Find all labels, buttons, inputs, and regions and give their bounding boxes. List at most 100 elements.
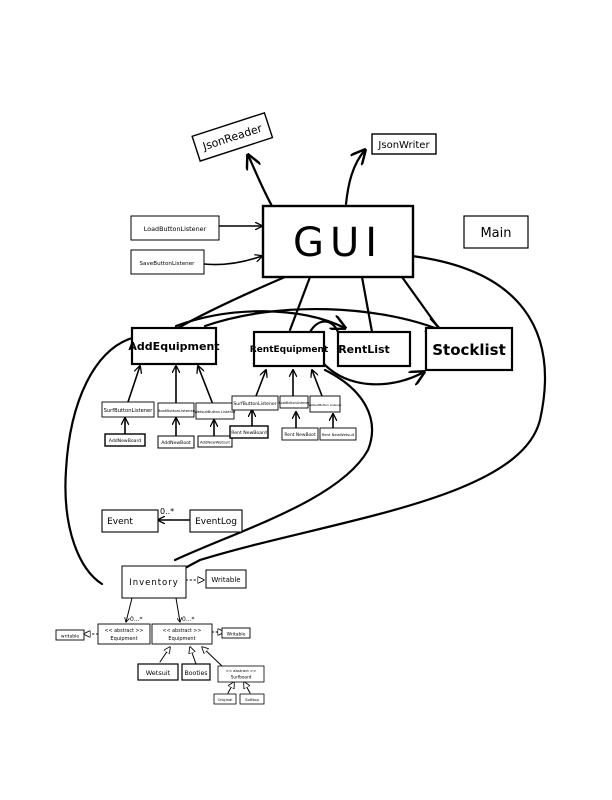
writable-2-node: writable <box>55 629 85 641</box>
writable-1-node: Writable <box>205 569 247 589</box>
edge-gui-jsonreader <box>248 155 274 208</box>
surf-button-listener-2-label: SurfButtonListener <box>233 401 276 407</box>
abstract-equipment-1-stereotype: << abstract >> <box>105 628 144 634</box>
event-node: Event <box>101 509 159 533</box>
writable-3-label: Writable <box>227 632 246 638</box>
surf-button-listener-1-node: SurfButtonListener <box>101 401 155 418</box>
original-label: Original <box>218 697 233 702</box>
event-log-label: EventLog <box>195 517 237 527</box>
abstract-equipment-2-stereotype: << abstract >> <box>163 628 202 634</box>
gui-node: GUI <box>261 204 415 279</box>
inventory-label: Inventory <box>129 578 179 588</box>
edge-rentequipment-inventory-loop <box>173 368 373 562</box>
main-label: Main <box>480 226 511 241</box>
abstract-equipment-1-node: << abstract >> Equipment <box>97 623 151 645</box>
load-button-listener-node: LoadButtonListener <box>130 215 220 241</box>
softtop-label: Softtop <box>245 697 259 702</box>
edge-wetsuitlistener2-rentequipment <box>312 370 323 397</box>
edge-inventory-equipment2 <box>175 597 180 622</box>
json-writer-node: JsonWriter <box>371 133 437 155</box>
event-label: Event <box>107 517 133 527</box>
edge-addequipment-stocklist <box>203 307 440 330</box>
stocklist-label: Stocklist <box>432 341 506 359</box>
add-equipment-label: AddEquipment <box>128 340 219 353</box>
abstract-equipment-2-name: Equipment <box>168 636 195 642</box>
wetsuit-label: Wetsuit <box>146 669 171 677</box>
load-button-listener-label: LoadButtonListener <box>144 225 207 233</box>
booties-node: Booties <box>181 663 211 681</box>
edge-gui-stocklist <box>400 275 442 332</box>
edge-gui-inventory-loop <box>183 254 547 570</box>
boot-button-listener-2-label: BootButtonListener <box>279 401 311 405</box>
wetsuit-node: Wetsuit <box>137 663 179 681</box>
rent-equipment-node: RentEquipment <box>250 330 329 368</box>
add-new-wetsuit-node: AddNewWetsuit <box>197 435 233 448</box>
multiplicity-inventory-equipment-1: 0...* <box>130 616 143 623</box>
writable-2-label: writable <box>61 634 79 640</box>
edge-gui-jsonwriter <box>344 150 365 206</box>
abstract-equipment-2-node: << abstract >> Equipment <box>151 623 213 645</box>
edge-surfboard-equipment <box>202 647 223 667</box>
writable-3-node: Writable <box>221 627 251 639</box>
boot-button-listener-1-node: BootButtonListener <box>157 402 195 418</box>
stocklist-node: Stocklist <box>424 326 514 372</box>
json-writer-label: JsonWriter <box>377 140 430 151</box>
surfboard-node: << abstract >> Surfboard <box>217 665 265 683</box>
rent-list-label: RentList <box>338 343 390 356</box>
gui-label: GUI <box>293 220 383 266</box>
add-new-board-label: AddNewBoard <box>109 438 141 444</box>
edge-wetsuitlistener1-addequipment <box>198 366 213 403</box>
main-node: Main <box>463 215 529 249</box>
wetsuit-button-listener-2-node: WetsuitButton Listener <box>308 395 342 413</box>
json-reader-node: JsonReader <box>191 111 274 162</box>
edges <box>64 150 547 694</box>
surfboard-stereotype: << abstract >> <box>226 668 257 673</box>
add-equipment-node: AddEquipment <box>128 326 220 366</box>
multiplicity-inventory-equipment-2: 0...* <box>182 616 195 623</box>
edge-savelistener-gui <box>203 256 262 266</box>
abstract-equipment-1-name: Equipment <box>110 636 137 642</box>
surf-button-listener-1-label: SurfButtonListener <box>104 408 154 414</box>
add-new-wetsuit-label: AddNewWetsuit <box>200 440 230 445</box>
wetsuit-button-listener-1-node: WetsuitButton Listener <box>194 402 236 420</box>
add-new-boot-node: AddNewBoot <box>157 435 195 449</box>
edge-softtop-surfboard <box>244 682 251 694</box>
rent-new-board-node: Rent NewBoard <box>229 425 269 439</box>
boot-button-listener-2-node: BootButtonListener <box>279 395 311 409</box>
wetsuit-button-listener-2-label: WetsuitButton Listener <box>308 403 342 407</box>
edge-inventory-equipment1 <box>126 597 133 622</box>
edge-wetsuit-equipment <box>159 647 170 663</box>
edge-original-surfboard <box>227 682 234 694</box>
boot-button-listener-1-label: BootButtonListener <box>158 408 195 413</box>
edge-booties-equipment <box>190 647 197 665</box>
rent-new-wetsuit-label: Rent NewWetsuit <box>322 432 355 437</box>
add-new-board-node: AddNewBoard <box>104 433 146 447</box>
rent-new-boot-label: Rent NewBoot <box>284 432 315 438</box>
event-log-node: EventLog <box>189 509 243 533</box>
edge-rentequipment-stocklist <box>320 360 424 384</box>
edge-gui-rentequipment <box>288 275 312 332</box>
surf-button-listener-2-node: SurfButtonListener <box>231 395 279 411</box>
wetsuit-button-listener-1-label: WetsuitButton Listener <box>194 410 236 414</box>
edge-gui-rentlist <box>360 275 374 334</box>
original-node: Original <box>213 693 237 705</box>
rent-new-boot-node: Rent NewBoot <box>281 427 319 441</box>
multiplicity-eventlog-event: 0..* <box>160 507 174 516</box>
writable-1-label: Writable <box>211 576 240 584</box>
rent-new-board-label: Rent NewBoard <box>231 430 267 436</box>
softtop-node: Softtop <box>239 693 265 705</box>
surfboard-name: Surfboard <box>231 675 252 680</box>
rent-list-node: RentList <box>336 330 412 368</box>
edge-addequipment-inventory-loop <box>64 336 134 586</box>
booties-label: Booties <box>185 670 208 677</box>
save-button-listener-node: SaveButtonListener <box>130 249 205 275</box>
add-new-boot-label: AddNewBoot <box>161 440 191 446</box>
edge-surflistener2-rentequipment <box>255 370 266 397</box>
rent-new-wetsuit-node: Rent NewWetsuit <box>319 427 357 441</box>
save-button-listener-label: SaveButtonListener <box>140 261 196 267</box>
inventory-node: Inventory <box>121 565 187 599</box>
rent-equipment-label: RentEquipment <box>250 345 329 355</box>
nodes: JsonReader JsonWriter GUI Main LoadButto… <box>55 111 529 705</box>
edge-rentequipment-rentlist <box>308 320 340 334</box>
